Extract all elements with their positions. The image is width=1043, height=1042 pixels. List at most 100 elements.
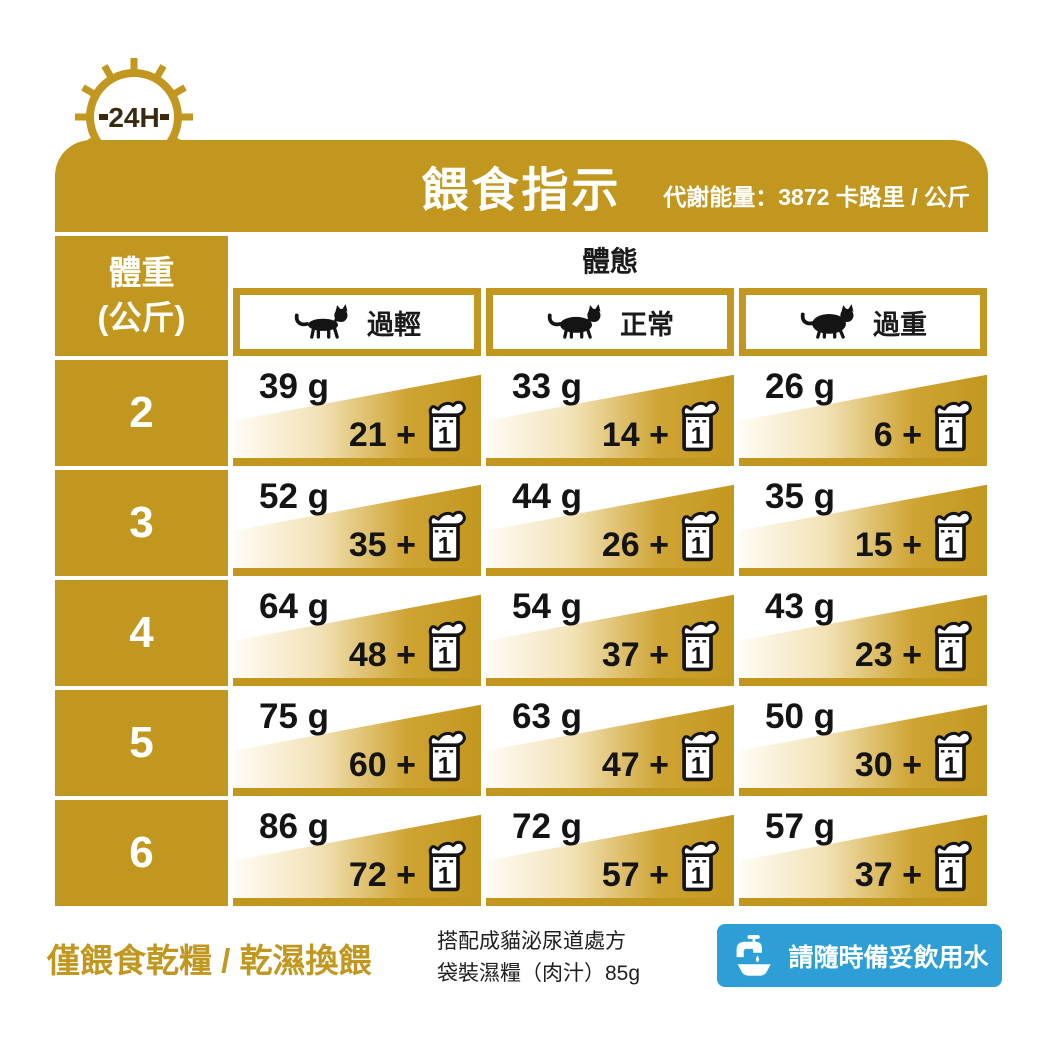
wet-food-pouch-icon: 1 xyxy=(681,400,719,452)
feeding-cell: 86 g 72 + 1 xyxy=(233,800,481,906)
feeding-cell: 63 g 47 + 1 xyxy=(486,690,734,796)
mixed-dry-amount: 26 + xyxy=(601,526,669,564)
feeding-cell: 39 g 21 + 1 xyxy=(233,360,481,466)
mixed-dry-amount: 14 + xyxy=(601,416,669,454)
mixed-amount: 37 + 1 xyxy=(602,618,722,672)
wet-food-pouch-icon: 1 xyxy=(681,840,719,892)
mixed-dry-amount: 47 + xyxy=(601,746,669,784)
weight-value: 5 xyxy=(129,718,154,767)
pouch-count: 1 xyxy=(691,422,705,449)
dry-amount: 54 g xyxy=(512,587,583,626)
wet-food-note-line1: 搭配成貓泌尿道處方 xyxy=(437,930,626,953)
condition-header-underweight: 過輕 xyxy=(233,288,481,356)
mixed-amount: 14 + 1 xyxy=(602,398,722,452)
mixed-amount: 47 + 1 xyxy=(602,728,722,782)
overweight-cat-icon xyxy=(800,304,854,339)
wet-food-pouch-icon: 1 xyxy=(934,510,972,562)
mixed-dry-amount: 37 + xyxy=(601,636,669,674)
feeding-cell: 72 g 57 + 1 xyxy=(486,800,734,906)
pouch-count: 1 xyxy=(944,422,958,449)
mixed-dry-amount: 21 + xyxy=(348,416,416,454)
mixed-dry-amount: 23 + xyxy=(854,636,922,674)
dry-amount: 75 g xyxy=(259,697,330,736)
wet-food-pouch-icon: 1 xyxy=(428,620,466,672)
mixed-dry-amount: 48 + xyxy=(348,636,416,674)
mixed-amount: 26 + 1 xyxy=(602,508,722,562)
condition-header-overweight: 過重 xyxy=(739,288,987,356)
weight-column-header: 體重 (公斤) xyxy=(55,236,228,356)
feeding-cell: 54 g 37 + 1 xyxy=(486,580,734,686)
wet-food-pouch-icon: 1 xyxy=(428,730,466,782)
dry-amount: 72 g xyxy=(512,807,583,846)
pouch-count: 1 xyxy=(691,862,705,889)
mixed-amount: 6 + 1 xyxy=(874,398,975,452)
condition-label: 過輕 xyxy=(367,309,421,340)
wet-food-pouch-icon: 1 xyxy=(934,620,972,672)
dry-amount: 64 g xyxy=(259,587,330,626)
feeding-cell: 50 g 30 + 1 xyxy=(739,690,987,796)
pouch-count: 1 xyxy=(438,532,452,559)
weight-row-header: 4 xyxy=(55,580,228,686)
dry-amount: 26 g xyxy=(765,367,836,406)
weight-value: 3 xyxy=(129,498,154,547)
feeding-cell: 26 g 6 + 1 xyxy=(739,360,987,466)
wet-food-note: 搭配成貓泌尿道處方 袋裝濕糧（肉汁）85g xyxy=(437,926,640,989)
pouch-count: 1 xyxy=(691,532,705,559)
mixed-dry-amount: 35 + xyxy=(348,526,416,564)
wet-food-pouch-icon: 1 xyxy=(681,510,719,562)
body-condition-group-header: 體態 xyxy=(233,236,987,284)
pouch-count: 1 xyxy=(944,862,958,889)
mixed-amount: 48 + 1 xyxy=(349,618,469,672)
feeding-cell: 35 g 15 + 1 xyxy=(739,470,987,576)
mixed-amount: 60 + 1 xyxy=(349,728,469,782)
thin-cat-icon xyxy=(294,304,348,339)
feeding-cell: 57 g 37 + 1 xyxy=(739,800,987,906)
dry-amount: 63 g xyxy=(512,697,583,736)
wet-food-pouch-icon: 1 xyxy=(934,400,972,452)
pouch-count: 1 xyxy=(691,642,705,669)
mixed-dry-amount: 30 + xyxy=(854,746,922,784)
wet-food-pouch-icon: 1 xyxy=(681,730,719,782)
weight-value: 4 xyxy=(129,608,154,657)
feeding-cell: 44 g 26 + 1 xyxy=(486,470,734,576)
dry-amount: 33 g xyxy=(512,367,583,406)
dry-amount: 35 g xyxy=(765,477,836,516)
clock-label: 24H xyxy=(108,102,159,133)
feeding-cell: 43 g 23 + 1 xyxy=(739,580,987,686)
normal-cat-icon xyxy=(547,304,601,339)
pouch-count: 1 xyxy=(691,752,705,779)
weight-row-header: 6 xyxy=(55,800,228,906)
dry-amount: 44 g xyxy=(512,477,583,516)
feeding-cell: 33 g 14 + 1 xyxy=(486,360,734,466)
mixed-dry-amount: 37 + xyxy=(854,856,922,894)
mixed-amount: 72 + 1 xyxy=(349,838,469,892)
wet-food-pouch-icon: 1 xyxy=(681,620,719,672)
water-reminder-banner: 請隨時備妥飲用水 xyxy=(717,924,1002,987)
dry-amount: 39 g xyxy=(259,367,330,406)
weight-row-header: 5 xyxy=(55,690,228,796)
mixed-dry-amount: 15 + xyxy=(854,526,922,564)
pouch-count: 1 xyxy=(438,752,452,779)
dry-amount: 86 g xyxy=(259,807,330,846)
mixed-amount: 35 + 1 xyxy=(349,508,469,562)
24h-clock-icon: 24H xyxy=(75,58,193,165)
wet-food-note-line2: 袋裝濕糧（肉汁）85g xyxy=(437,961,641,985)
mixed-amount: 23 + 1 xyxy=(855,618,975,672)
weight-row-header: 2 xyxy=(55,360,228,466)
wet-food-pouch-icon: 1 xyxy=(428,400,466,452)
water-reminder-label: 請隨時備妥飲用水 xyxy=(788,943,989,972)
pouch-count: 1 xyxy=(944,642,958,669)
dry-amount: 50 g xyxy=(765,697,836,736)
mixed-amount: 30 + 1 xyxy=(855,728,975,782)
pouch-count: 1 xyxy=(944,532,958,559)
page-title: 餵食指示 xyxy=(421,163,622,217)
metabolic-energy-label: 代謝能量：3872 卡路里 / 公斤 xyxy=(663,184,970,210)
weight-value: 2 xyxy=(129,388,154,437)
feeding-cell: 64 g 48 + 1 xyxy=(233,580,481,686)
weight-value: 6 xyxy=(129,828,154,877)
wet-food-pouch-icon: 1 xyxy=(934,840,972,892)
mixed-dry-amount: 6 + xyxy=(873,416,922,454)
pouch-count: 1 xyxy=(438,862,452,889)
pouch-count: 1 xyxy=(438,422,452,449)
mixed-amount: 57 + 1 xyxy=(602,838,722,892)
